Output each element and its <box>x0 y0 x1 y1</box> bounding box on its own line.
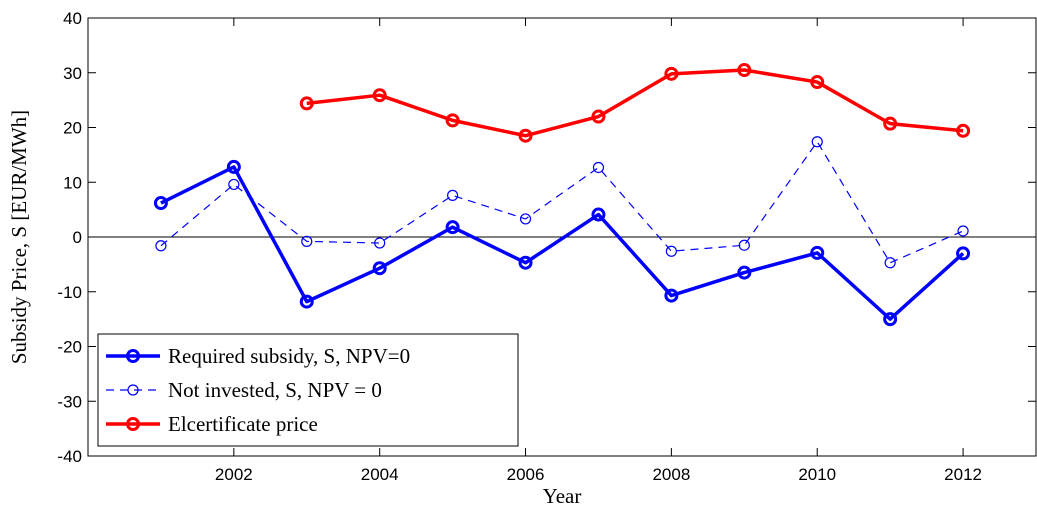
data-point <box>591 109 606 124</box>
data-point <box>518 255 533 270</box>
data-point <box>299 96 314 111</box>
y-axis-label: Subsidy Price, S [EUR/MWh] <box>7 110 31 364</box>
x-tick-label: 2006 <box>507 465 545 484</box>
legend-box <box>97 333 519 447</box>
data-point <box>592 161 605 174</box>
y-tick-label: -20 <box>57 338 82 357</box>
x-tick-label: 2010 <box>798 465 836 484</box>
legend-label: Not invested, S, NPV = 0 <box>168 378 382 402</box>
x-tick-label: 2004 <box>361 465 399 484</box>
x-tick-label: 2002 <box>215 465 253 484</box>
data-point <box>518 128 533 143</box>
data-point <box>153 196 168 211</box>
legend-marker <box>127 384 139 396</box>
data-point <box>957 225 969 237</box>
series-line <box>160 165 965 321</box>
data-point <box>883 312 898 327</box>
data-point <box>664 288 679 303</box>
data-point <box>956 123 971 138</box>
data-point <box>519 213 532 225</box>
y-tick-label: 40 <box>63 9 82 28</box>
y-tick-label: 30 <box>63 64 82 83</box>
data-point <box>299 294 314 309</box>
data-point <box>445 113 460 128</box>
data-point <box>810 75 825 90</box>
data-point <box>447 189 459 201</box>
data-point <box>737 63 752 78</box>
legend-marker <box>126 349 140 363</box>
data-point <box>372 261 387 276</box>
data-point <box>810 245 825 260</box>
data-point <box>883 116 898 131</box>
legend-label: Required subsidy, S, NPV=0 <box>168 344 410 368</box>
data-point <box>301 235 313 247</box>
series-line <box>306 68 964 138</box>
data-point <box>956 246 971 261</box>
data-point <box>226 159 241 174</box>
data-point <box>737 265 752 280</box>
y-tick-label: -40 <box>57 447 82 466</box>
data-point <box>665 245 677 257</box>
data-point <box>738 239 750 251</box>
legend-label: Elcertificate price <box>168 412 318 436</box>
legend-marker <box>126 417 140 431</box>
data-point <box>445 220 460 235</box>
data-point <box>811 136 823 148</box>
y-tick-label: -30 <box>57 392 82 411</box>
x-axis-label: Year <box>543 484 582 508</box>
x-tick-label: 2012 <box>944 465 982 484</box>
data-point <box>664 66 679 81</box>
y-tick-label: -10 <box>57 283 82 302</box>
y-tick-label: 10 <box>63 173 82 192</box>
y-tick-label: 20 <box>63 119 82 138</box>
series-line <box>160 141 964 264</box>
data-point <box>228 178 240 191</box>
data-point <box>155 240 167 252</box>
data-point <box>591 207 606 222</box>
x-tick-label: 2008 <box>652 465 690 484</box>
data-point <box>372 88 387 103</box>
data-point <box>374 237 386 249</box>
data-point <box>884 257 896 269</box>
y-tick-label: 0 <box>73 228 82 247</box>
